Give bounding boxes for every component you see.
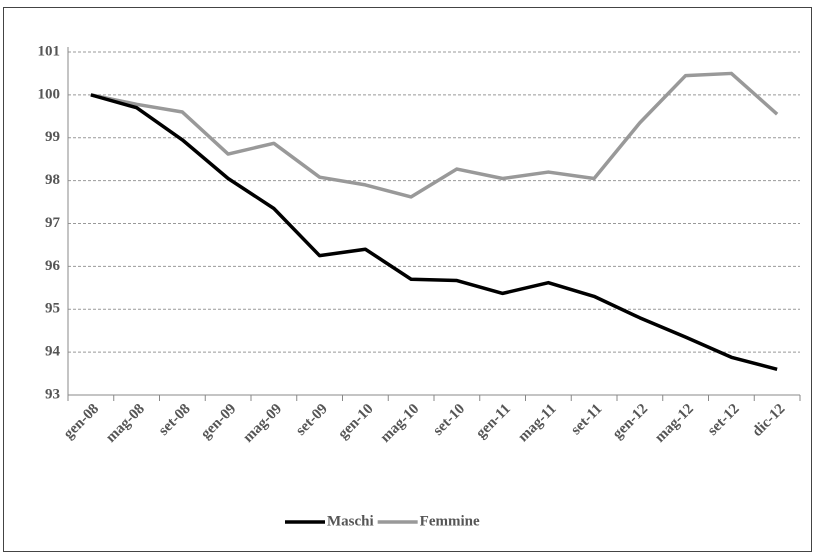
y-tick-label: 98: [45, 172, 60, 188]
y-tick-label: 95: [45, 301, 60, 317]
y-tick-label: 96: [45, 258, 61, 274]
y-tick-label: 101: [38, 43, 61, 59]
series-line: [90, 93, 778, 371]
legend-label: Maschi: [327, 513, 374, 529]
y-tick-label: 97: [45, 215, 61, 231]
series-line: [90, 71, 779, 199]
legend-label: Femmine: [420, 513, 480, 529]
y-tick-label: 100: [38, 86, 61, 102]
y-tick-label: 99: [45, 129, 60, 145]
y-tick-label: 93: [45, 386, 60, 402]
y-tick-label: 94: [45, 344, 61, 360]
chart-frame: [3, 7, 812, 552]
